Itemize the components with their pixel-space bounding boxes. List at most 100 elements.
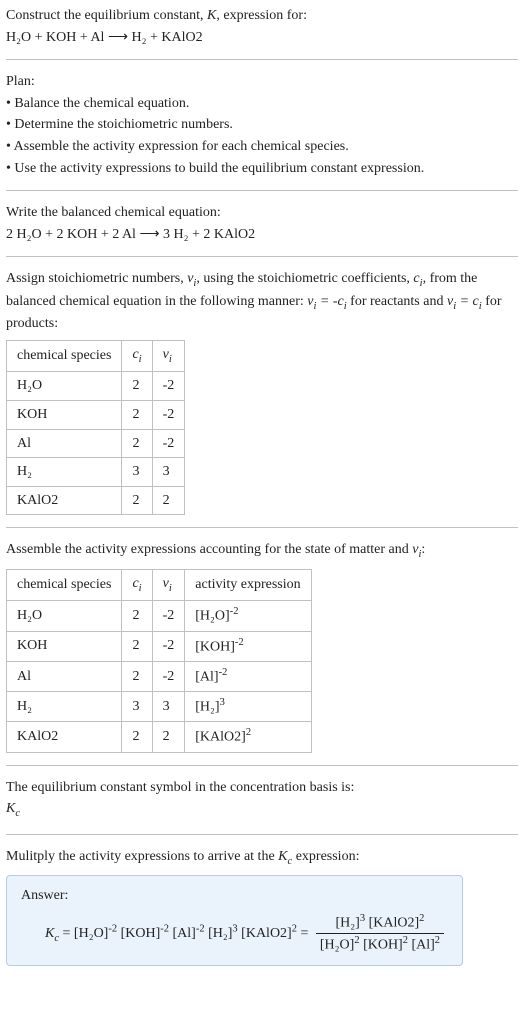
term-base: [H₂] [336, 915, 360, 930]
intro-line: Construct the equilibrium constant, K, e… [6, 6, 518, 26]
multiply-line: Mulitply the activity expressions to arr… [6, 847, 518, 869]
table-cell: -2 [152, 661, 185, 691]
stoich-table: chemical species ci νi H₂O2-2 KOH2-2 Al2… [6, 340, 185, 515]
table-cell: [H₂]3 [185, 692, 311, 722]
term-exp: -2 [196, 923, 205, 934]
table-cell: Al [7, 661, 122, 691]
table-header: νi [152, 569, 185, 600]
term-base: [KOH] [363, 938, 403, 953]
term-exp: 3 [232, 923, 237, 934]
separator [6, 765, 518, 766]
intro-equation: H₂O + KOH + Al ⟶ H₂ + KAlO2 [6, 28, 518, 48]
assign-d: for reactants and [347, 294, 447, 309]
plan-item: • Determine the stoichiometric numbers. [6, 115, 518, 135]
table-cell: H₂ [7, 458, 122, 487]
table-cell: 2 [122, 429, 152, 458]
table-cell: KOH [7, 631, 122, 661]
multiply-b: expression: [292, 849, 359, 864]
nu-i: νi [187, 271, 196, 286]
kc-symbol: Kc [6, 799, 518, 821]
table-cell: [KAlO2]2 [185, 722, 311, 752]
table-cell: [Al]-2 [185, 661, 311, 691]
plan-section: Plan: • Balance the chemical equation. •… [6, 72, 518, 178]
table-cell: [KOH]-2 [185, 631, 311, 661]
table-cell: KAlO2 [7, 722, 122, 752]
term-base: [Al] [411, 938, 434, 953]
table-row: H₂33[H₂]3 [7, 692, 312, 722]
table-cell: 3 [152, 458, 185, 487]
term: [H₂]3 [208, 926, 238, 941]
c-i: ci [413, 271, 422, 286]
activity-base: [Al] [195, 669, 218, 684]
table-cell: KAlO2 [7, 486, 122, 515]
table-cell: -2 [152, 429, 185, 458]
term-exp: -2 [160, 923, 169, 934]
table-cell: 2 [122, 661, 152, 691]
answer-label: Answer: [21, 886, 448, 906]
separator [6, 834, 518, 835]
activity-base: [KOH] [195, 639, 235, 654]
activity-base: [H₂] [195, 700, 219, 715]
nu-eq2: νi = ci [447, 294, 482, 309]
separator [6, 59, 518, 60]
table-cell: 2 [122, 722, 152, 752]
intro-text-b: , expression for: [216, 8, 307, 23]
table-cell: [H₂O]-2 [185, 601, 311, 631]
term-base: [H₂O] [320, 938, 354, 953]
term-exp: 3 [360, 913, 365, 924]
separator [6, 190, 518, 191]
assign-a: Assign stoichiometric numbers, [6, 271, 187, 286]
term: [KOH]-2 [121, 926, 169, 941]
assign-section: Assign stoichiometric numbers, νi, using… [6, 269, 518, 515]
balanced-title: Write the balanced chemical equation: [6, 203, 518, 223]
term: [Al]-2 [173, 926, 205, 941]
table-cell: -2 [152, 631, 185, 661]
activity-exp: -2 [219, 667, 228, 678]
multiply-a: Mulitply the activity expressions to arr… [6, 849, 278, 864]
term: [H₂O]-2 [74, 926, 117, 941]
plan-item: • Assemble the activity expression for e… [6, 137, 518, 157]
table-row: H₂O2-2 [7, 372, 185, 401]
activity-exp: 3 [220, 697, 225, 708]
term-base: [Al] [173, 926, 196, 941]
table-cell: 3 [122, 692, 152, 722]
term-base: [H₂O] [74, 926, 108, 941]
table-cell: -2 [152, 400, 185, 429]
table-row: KAlO222[KAlO2]2 [7, 722, 312, 752]
term-exp: -2 [108, 923, 117, 934]
kc-symbol: Kc [278, 849, 292, 864]
term-base: [KOH] [121, 926, 161, 941]
table-cell: 2 [122, 372, 152, 401]
activity-base: [KAlO2] [195, 730, 246, 745]
answer-equation: Kc = [H₂O]-2 [KOH]-2 [Al]-2 [H₂]3 [KAlO2… [21, 912, 448, 956]
term-base: [KAlO2] [241, 926, 292, 941]
assign-b: , using the stoichiometric coefficients, [196, 271, 413, 286]
activity-section: Assemble the activity expressions accoun… [6, 540, 518, 752]
table-cell: -2 [152, 601, 185, 631]
term-exp: 2 [354, 935, 359, 946]
table-header: chemical species [7, 340, 122, 371]
table-row: Al2-2 [7, 429, 185, 458]
activity-exp: 2 [246, 727, 251, 738]
activity-title-b: : [421, 542, 425, 557]
equals2: = [297, 926, 312, 941]
activity-exp: -2 [235, 637, 244, 648]
activity-table: chemical species ci νi activity expressi… [6, 569, 312, 753]
term-base: [H₂] [208, 926, 232, 941]
table-header: activity expression [185, 569, 311, 600]
table-row: H₂33 [7, 458, 185, 487]
plan-title: Plan: [6, 72, 518, 92]
term-base: [KAlO2] [369, 915, 420, 930]
term-exp: 2 [419, 913, 424, 924]
table-header-row: chemical species ci νi activity expressi… [7, 569, 312, 600]
table-row: H₂O2-2[H₂O]-2 [7, 601, 312, 631]
table-cell: 2 [122, 601, 152, 631]
table-header-row: chemical species ci νi [7, 340, 185, 371]
table-cell: 2 [152, 486, 185, 515]
activity-base: [H₂O] [195, 609, 229, 624]
table-cell: Al [7, 429, 122, 458]
kc-symbol: Kc [45, 926, 59, 941]
term: [KAlO2]2 [241, 926, 297, 941]
table-cell: 3 [122, 458, 152, 487]
equals: = [59, 926, 74, 941]
